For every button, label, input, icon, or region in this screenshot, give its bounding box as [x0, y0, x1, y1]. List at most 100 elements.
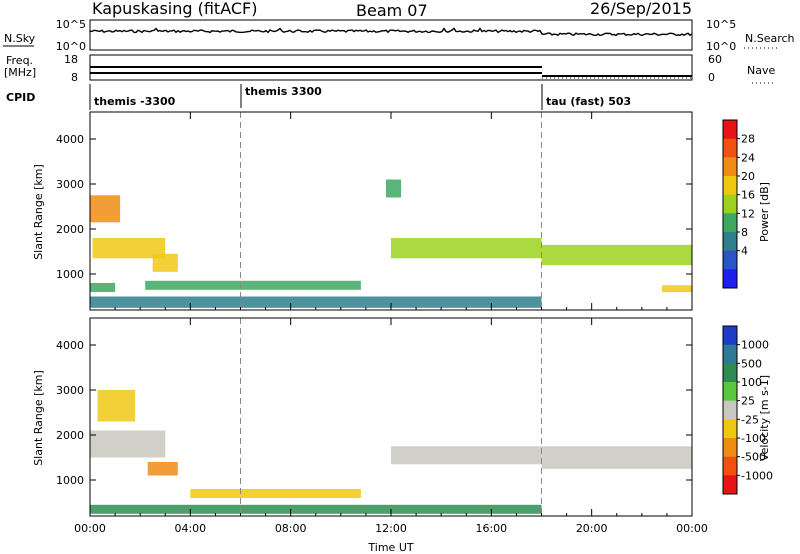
data-region-7 [391, 238, 542, 259]
data-region-5 [90, 296, 542, 308]
colorbar-tick-label-4: -25 [741, 413, 759, 426]
data-region-9 [661, 285, 692, 293]
colorbar-swatch-4 [723, 194, 737, 214]
velocity-x-ticks: 00:00 04:00 08:00 12:00 16:00 20:00 00:00 [74, 318, 708, 535]
x-tick-label-4: 16:00 [475, 522, 507, 535]
frequency-label-2: [MHz] [4, 66, 36, 79]
colorbar-swatch-8 [723, 475, 737, 495]
velocity-colorbar-label: Velocity [m s-1] [758, 375, 771, 461]
cpid-panel: CPID themis -3300 themis 3300 tau (fast)… [6, 84, 631, 110]
frequency-left-tick-low: 8 [71, 71, 78, 84]
x-tick-label-2: 08:00 [275, 522, 307, 535]
power-y-ticks: 1000 2000 3000 4000 [56, 133, 692, 281]
data-region-2 [152, 253, 178, 272]
colorbar-tick-label-1: 500 [741, 357, 762, 370]
data-region-1 [90, 430, 166, 458]
data-region-8 [541, 244, 692, 266]
cpid-segment-1: themis -3300 [94, 95, 176, 108]
colorbar-swatch-6 [723, 232, 737, 252]
colorbar-tick-label-5: -100 [741, 432, 766, 445]
colorbar-swatch-5 [723, 213, 737, 233]
y-tick-label-1: 2000 [56, 429, 84, 442]
data-region-1 [92, 238, 166, 259]
data-region-4 [90, 504, 542, 514]
power-colorbar-label: Power [dB] [758, 182, 771, 242]
noise-right-tick-high: 10^5 [706, 18, 736, 31]
noise-right-tick-low: 10^0 [706, 40, 736, 53]
velocity-data-regions [90, 390, 692, 514]
noise-left-tick-low: 10^0 [56, 40, 86, 53]
cpid-label: CPID [6, 91, 35, 104]
colorbar-tick-label-6: -500 [741, 451, 766, 464]
colorbar-tick-label-3: 16 [741, 189, 755, 202]
data-region-5 [391, 446, 542, 465]
station-title: Kapuskasing (fitACF) [92, 0, 257, 18]
colorbar-tick-label-2: 20 [741, 170, 755, 183]
colorbar-swatch-3 [723, 176, 737, 196]
x-axis-label: Time UT [367, 541, 413, 554]
power-panel-background [90, 112, 692, 310]
x-tick-label-6: 00:00 [676, 522, 708, 535]
data-region-0 [90, 195, 121, 223]
colorbar-frame [722, 119, 738, 289]
data-region-3 [90, 283, 116, 292]
power-x-ticks [89, 112, 693, 310]
noise-panel: N.Sky N.Search 10^5 10^0 10^5 10^0 [3, 18, 795, 53]
colorbar-swatch-0 [723, 326, 737, 346]
power-colorbar: 28 24 20 16 12 8 4 [722, 119, 755, 289]
data-region-2 [147, 462, 178, 476]
colorbar-swatch-6 [723, 438, 737, 458]
colorbar-swatch-8 [723, 269, 737, 289]
colorbar-frame [722, 325, 738, 495]
colorbar-tick-label-5: 8 [741, 226, 748, 239]
velocity-mode-dividers [240, 318, 542, 516]
y-tick-label-3: 4000 [56, 133, 84, 146]
frequency-label-1: Freq. [6, 54, 33, 67]
nave-right-tick-high: 60 [708, 53, 722, 66]
data-region-6 [386, 179, 402, 198]
colorbar-tick-label-1: 24 [741, 151, 755, 164]
cpid-segment-3: tau (fast) 503 [546, 95, 631, 108]
colorbar-tick-label-7: -1000 [741, 469, 773, 482]
colorbar-swatch-7 [723, 456, 737, 476]
colorbar-swatch-5 [723, 419, 737, 439]
frequency-panel: Freq. [MHz] Nave 18 8 60 0 [4, 53, 776, 84]
beam-title: Beam 07 [356, 1, 428, 20]
noise-sky-label: N.Sky [4, 32, 36, 45]
x-tick-label-1: 04:00 [174, 522, 206, 535]
x-tick-label-3: 12:00 [375, 522, 407, 535]
colorbar-tick-label-0: 28 [741, 133, 755, 146]
colorbar-swatch-1 [723, 344, 737, 364]
colorbar-tick-label-4: 12 [741, 207, 755, 220]
cpid-segment-2: themis 3300 [245, 85, 322, 98]
colorbar-tick-label-6: 4 [741, 245, 748, 258]
y-tick-label-2: 3000 [56, 178, 84, 191]
colorbar-swatch-2 [723, 157, 737, 177]
velocity-panel-background [90, 318, 692, 516]
velocity-panel: 1000 2000 3000 4000 00:00 04:00 08:00 12:00 16:… [32, 317, 773, 535]
nave-right-tick-low: 0 [708, 71, 715, 84]
noise-search-label: N.Search [745, 32, 795, 45]
colorbar-swatch-4 [723, 400, 737, 420]
data-region-6 [541, 446, 692, 469]
colorbar-swatch-0 [723, 120, 737, 140]
velocity-y-axis-label: Slant Range [km] [32, 370, 45, 466]
colorbar-tick-label-2: 100 [741, 376, 762, 389]
data-region-0 [97, 390, 136, 422]
colorbar-swatch-2 [723, 363, 737, 383]
noise-left-tick-high: 10^5 [56, 18, 86, 31]
noise-sky-line [89, 27, 693, 37]
colorbar-tick-label-0: 1000 [741, 339, 769, 352]
power-y-axis-label: Slant Range [km] [32, 164, 45, 260]
velocity-y-ticks: 1000 2000 3000 4000 [56, 339, 692, 487]
colorbar-swatch-7 [723, 250, 737, 270]
data-region-4 [145, 280, 361, 290]
colorbar-swatch-3 [723, 382, 737, 402]
power-panel: 1000 2000 3000 4000 Slant Range [km] 28 24 20… [32, 111, 771, 311]
colorbar-tick-label-3: 25 [741, 395, 755, 408]
y-tick-label-0: 1000 [56, 268, 84, 281]
nave-label: Nave [747, 64, 775, 77]
colorbar-swatch-1 [723, 138, 737, 158]
date-title: 26/Sep/2015 [590, 0, 692, 18]
